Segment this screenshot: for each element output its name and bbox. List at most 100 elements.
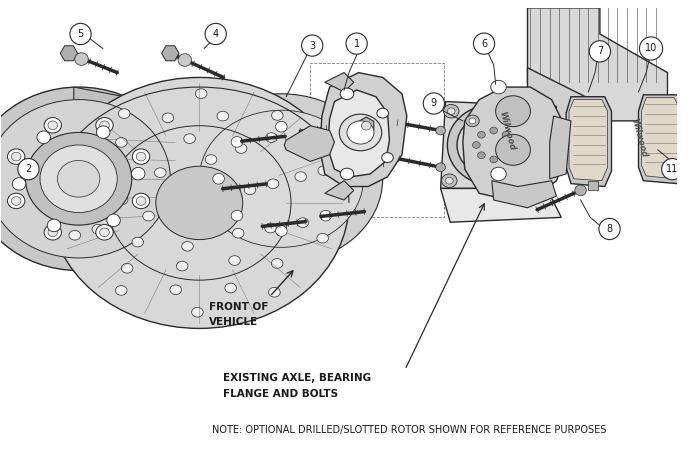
Ellipse shape (92, 224, 104, 234)
Ellipse shape (178, 54, 192, 66)
Ellipse shape (338, 174, 350, 184)
Polygon shape (359, 117, 374, 134)
Circle shape (70, 23, 91, 45)
Ellipse shape (265, 223, 277, 233)
Ellipse shape (90, 178, 102, 188)
Ellipse shape (447, 105, 540, 186)
Ellipse shape (473, 142, 480, 149)
Ellipse shape (229, 256, 240, 266)
Ellipse shape (272, 259, 283, 268)
Ellipse shape (496, 134, 531, 165)
Ellipse shape (231, 210, 243, 221)
Ellipse shape (575, 185, 587, 196)
Text: FRONT OF: FRONT OF (209, 302, 268, 312)
Circle shape (302, 35, 323, 56)
Ellipse shape (99, 228, 109, 237)
Ellipse shape (136, 152, 146, 161)
Polygon shape (325, 73, 354, 92)
Ellipse shape (382, 153, 393, 163)
Ellipse shape (502, 131, 510, 138)
Ellipse shape (508, 142, 515, 149)
Polygon shape (638, 95, 684, 184)
Ellipse shape (447, 108, 455, 115)
Ellipse shape (320, 210, 332, 221)
Ellipse shape (532, 106, 548, 120)
Ellipse shape (235, 143, 247, 153)
Ellipse shape (445, 177, 453, 184)
Ellipse shape (317, 234, 328, 243)
Ellipse shape (48, 121, 57, 130)
Ellipse shape (267, 179, 279, 189)
Ellipse shape (8, 193, 25, 209)
Ellipse shape (536, 177, 544, 184)
Ellipse shape (225, 283, 237, 293)
Ellipse shape (502, 152, 510, 159)
Ellipse shape (297, 218, 309, 228)
Ellipse shape (231, 137, 243, 147)
Ellipse shape (50, 77, 349, 329)
Polygon shape (162, 46, 179, 61)
Ellipse shape (192, 308, 203, 317)
Ellipse shape (477, 131, 485, 138)
Ellipse shape (8, 149, 25, 165)
Polygon shape (440, 188, 561, 222)
Ellipse shape (217, 111, 229, 121)
Ellipse shape (121, 263, 133, 273)
Polygon shape (440, 101, 556, 188)
Ellipse shape (13, 178, 26, 190)
Ellipse shape (195, 89, 207, 98)
Ellipse shape (244, 185, 256, 195)
Polygon shape (528, 68, 595, 150)
Text: 8: 8 (606, 224, 612, 234)
Ellipse shape (347, 121, 374, 144)
Ellipse shape (143, 211, 155, 221)
Ellipse shape (0, 87, 185, 271)
Ellipse shape (96, 117, 113, 133)
Polygon shape (328, 90, 389, 177)
Polygon shape (528, 8, 668, 121)
Polygon shape (569, 100, 608, 181)
Ellipse shape (436, 126, 445, 135)
Ellipse shape (69, 230, 80, 240)
Ellipse shape (25, 133, 132, 225)
Ellipse shape (162, 113, 174, 122)
Ellipse shape (469, 118, 476, 124)
Text: 11: 11 (666, 164, 678, 174)
Text: Wilwood: Wilwood (629, 117, 648, 159)
Ellipse shape (272, 111, 284, 120)
Ellipse shape (213, 174, 225, 184)
Ellipse shape (48, 228, 57, 237)
Ellipse shape (11, 197, 21, 205)
Ellipse shape (490, 156, 498, 163)
Ellipse shape (170, 285, 181, 295)
Circle shape (662, 159, 683, 180)
Ellipse shape (118, 109, 130, 118)
Polygon shape (284, 126, 335, 161)
Text: 4: 4 (213, 29, 219, 39)
Polygon shape (325, 181, 354, 200)
Ellipse shape (156, 166, 243, 239)
Ellipse shape (136, 197, 146, 205)
Text: 6: 6 (481, 39, 487, 48)
Text: 3: 3 (309, 41, 315, 51)
Ellipse shape (132, 149, 150, 165)
Ellipse shape (132, 193, 150, 209)
Circle shape (599, 218, 620, 239)
Ellipse shape (44, 224, 62, 240)
Ellipse shape (477, 152, 485, 159)
Text: 1: 1 (354, 39, 360, 48)
Text: 5: 5 (78, 29, 84, 39)
Ellipse shape (57, 160, 100, 197)
Ellipse shape (184, 134, 195, 143)
Ellipse shape (132, 167, 145, 180)
Text: 9: 9 (430, 99, 437, 108)
Ellipse shape (232, 228, 244, 238)
Ellipse shape (70, 163, 82, 172)
Ellipse shape (457, 113, 531, 177)
Ellipse shape (99, 121, 109, 130)
Polygon shape (74, 87, 175, 271)
Text: FLANGE AND BOLTS: FLANGE AND BOLTS (223, 389, 339, 399)
Ellipse shape (0, 100, 170, 258)
Ellipse shape (132, 237, 144, 247)
Ellipse shape (442, 174, 457, 187)
